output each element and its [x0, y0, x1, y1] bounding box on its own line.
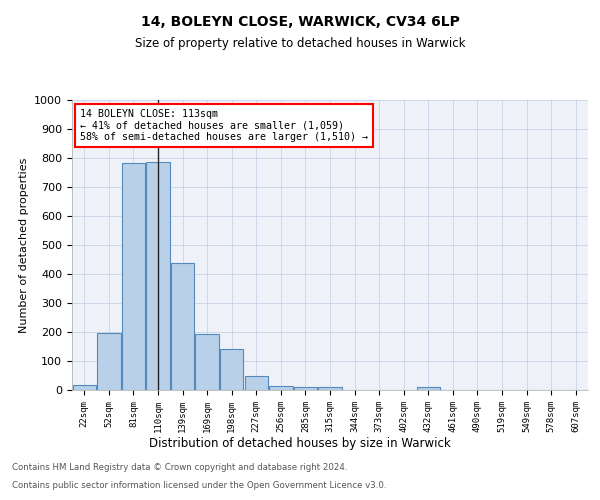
Bar: [171, 264, 194, 390]
Bar: [97, 333, 121, 390]
Text: Contains public sector information licensed under the Open Government Licence v3: Contains public sector information licen…: [12, 481, 386, 490]
Text: 14 BOLEYN CLOSE: 113sqm
← 41% of detached houses are smaller (1,059)
58% of semi: 14 BOLEYN CLOSE: 113sqm ← 41% of detache…: [80, 108, 368, 142]
Bar: [416, 387, 440, 390]
Bar: [319, 386, 341, 390]
Bar: [269, 386, 293, 390]
Text: 14, BOLEYN CLOSE, WARWICK, CV34 6LP: 14, BOLEYN CLOSE, WARWICK, CV34 6LP: [140, 15, 460, 29]
Text: Contains HM Land Registry data © Crown copyright and database right 2024.: Contains HM Land Registry data © Crown c…: [12, 464, 347, 472]
Y-axis label: Number of detached properties: Number of detached properties: [19, 158, 29, 332]
Bar: [196, 334, 219, 390]
Bar: [245, 376, 268, 390]
Bar: [146, 162, 170, 390]
Bar: [220, 350, 244, 390]
Bar: [122, 163, 145, 390]
Bar: [73, 385, 96, 390]
Bar: [294, 386, 317, 390]
Text: Distribution of detached houses by size in Warwick: Distribution of detached houses by size …: [149, 438, 451, 450]
Text: Size of property relative to detached houses in Warwick: Size of property relative to detached ho…: [135, 38, 465, 51]
